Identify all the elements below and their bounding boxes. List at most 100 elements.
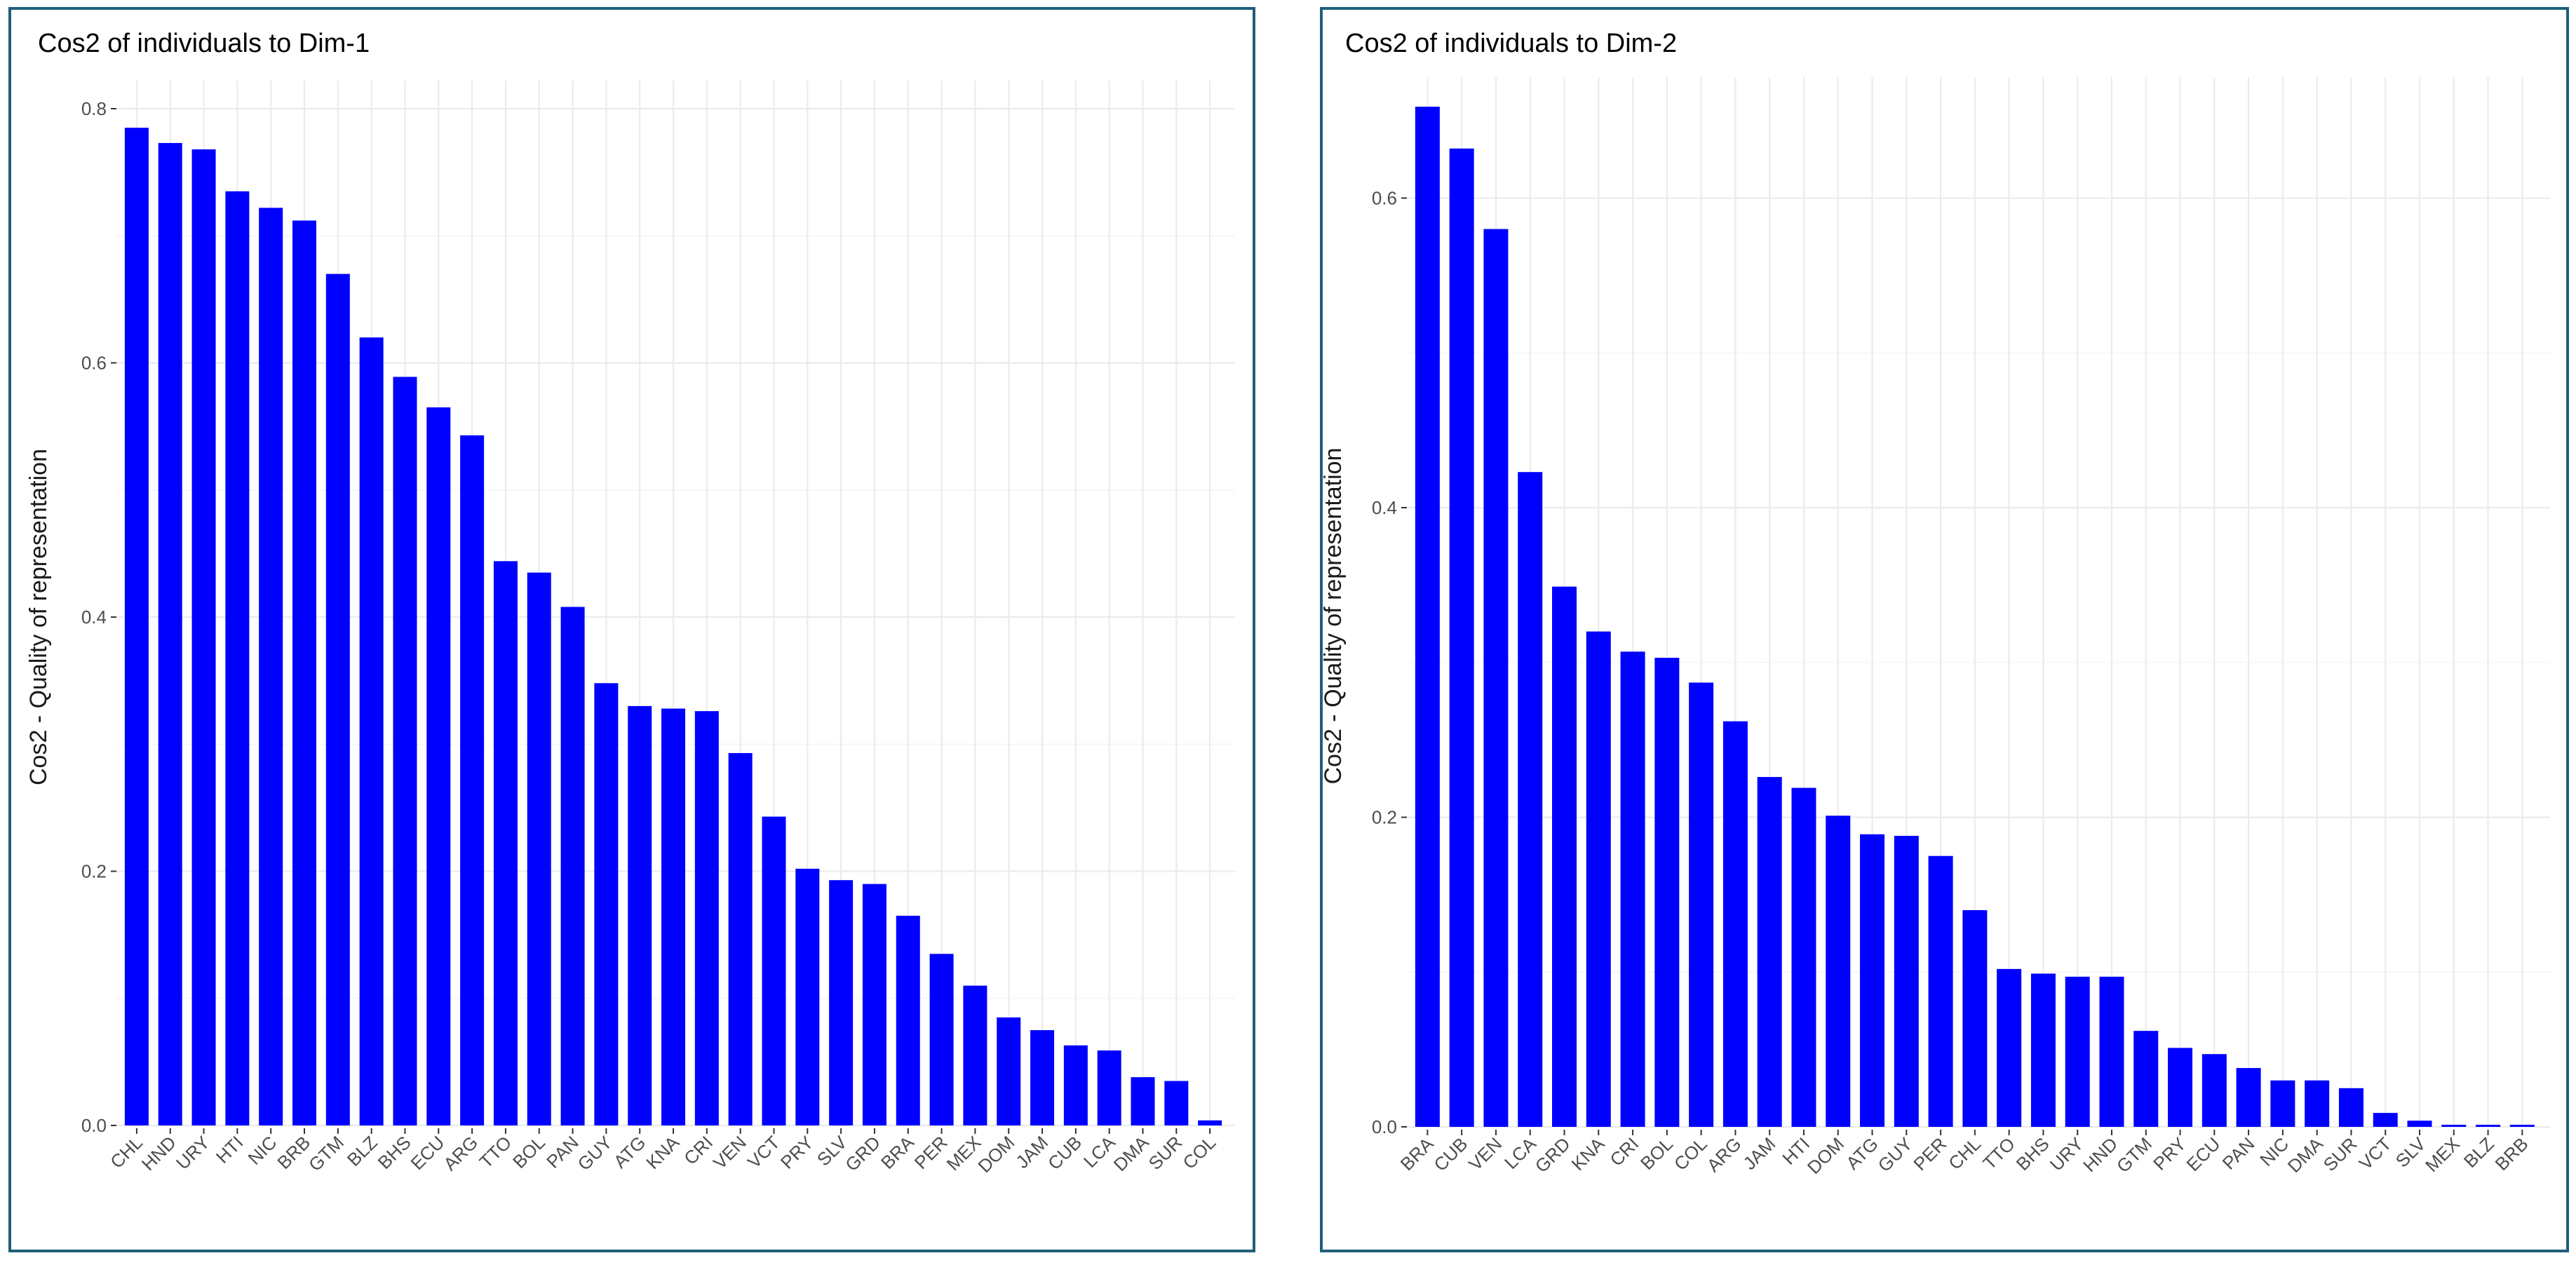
- x-category-label: JAM: [1739, 1133, 1779, 1174]
- bar-arg: [460, 435, 485, 1125]
- x-category-label: MEX: [943, 1132, 985, 1175]
- x-category-label: URY: [2046, 1133, 2088, 1175]
- x-category-label: ARG: [1703, 1133, 1746, 1176]
- x-category-label: DMA: [2284, 1133, 2328, 1177]
- bar-pry: [795, 868, 820, 1125]
- bar-atg: [628, 705, 652, 1125]
- bar-jam: [1757, 777, 1782, 1127]
- bar-bhs: [393, 377, 417, 1125]
- x-category-label: BLZ: [2460, 1133, 2498, 1172]
- x-category-label: PRY: [2149, 1133, 2190, 1175]
- x-category-label: BRB: [273, 1132, 314, 1173]
- bar-per: [929, 954, 954, 1125]
- y-axis-title: Cos2 - Quality of representation: [1323, 447, 1347, 784]
- x-category-label: GRD: [1531, 1133, 1574, 1177]
- bar-vct: [762, 816, 786, 1125]
- x-category-label: CRI: [680, 1132, 717, 1169]
- bar-gtm: [325, 273, 350, 1125]
- bar-slv: [2407, 1121, 2432, 1127]
- x-category-label: BOL: [1636, 1133, 1677, 1174]
- bar-cub: [1063, 1045, 1088, 1125]
- bar-grd: [862, 884, 886, 1125]
- bar-sur: [2338, 1088, 2363, 1127]
- x-category-label: BRB: [2491, 1133, 2533, 1175]
- x-category-label: PAN: [542, 1132, 583, 1172]
- x-category-label: GRD: [841, 1132, 884, 1175]
- bar-mex: [963, 985, 987, 1125]
- bar-jam: [1030, 1030, 1055, 1125]
- x-category-label: ATG: [609, 1132, 650, 1172]
- x-category-label: HND: [137, 1132, 180, 1175]
- x-category-label: DOM: [973, 1132, 1018, 1177]
- y-axis-title: Cos2 - Quality of representation: [25, 449, 52, 785]
- bar-pry: [2168, 1048, 2193, 1127]
- x-category-label: VCT: [743, 1132, 784, 1172]
- y-tick-label: 0.6: [81, 353, 107, 374]
- bar-ven: [728, 752, 753, 1125]
- bar-brb: [2509, 1125, 2535, 1127]
- x-category-label: CHL: [106, 1132, 147, 1172]
- x-category-label: BOL: [508, 1132, 549, 1172]
- y-tick-label: 0.2: [1372, 806, 1397, 827]
- x-category-label: BRA: [1396, 1133, 1438, 1175]
- bar-blz: [2476, 1125, 2501, 1127]
- bar-vct: [2373, 1113, 2398, 1127]
- bar-bhs: [2030, 973, 2056, 1127]
- x-category-label: HTI: [212, 1132, 248, 1168]
- bar-bra: [896, 915, 920, 1125]
- x-category-label: SUR: [2319, 1133, 2361, 1175]
- x-category-label: JAM: [1011, 1132, 1052, 1172]
- bar-grd: [1552, 586, 1577, 1127]
- x-category-label: PER: [910, 1132, 952, 1173]
- x-category-label: KNA: [1567, 1133, 1609, 1175]
- bar-brb: [292, 220, 317, 1125]
- bar-pan: [560, 607, 585, 1125]
- bar-arg: [1722, 721, 1748, 1127]
- bar-blz: [359, 337, 384, 1125]
- x-category-label: KNA: [642, 1132, 683, 1173]
- y-tick-label: 0.4: [81, 607, 107, 628]
- bar-guy: [1894, 835, 1919, 1127]
- bar-hnd: [2099, 976, 2124, 1127]
- x-category-label: BHS: [374, 1132, 415, 1173]
- bar-chl: [1962, 909, 1988, 1127]
- x-category-label: ECU: [406, 1132, 448, 1174]
- bar-bol: [1654, 658, 1680, 1127]
- x-category-label: BRA: [877, 1132, 918, 1173]
- bar-pan: [2236, 1068, 2261, 1127]
- x-category-label: GTM: [304, 1132, 348, 1175]
- bar-cub: [1449, 148, 1474, 1127]
- x-category-label: CRI: [1605, 1133, 1643, 1170]
- x-category-label: ECU: [2183, 1133, 2225, 1175]
- bar-ecu: [2201, 1054, 2227, 1127]
- bar-col: [1689, 682, 1714, 1127]
- x-category-label: CUB: [1429, 1133, 1471, 1175]
- x-category-label: COL: [1670, 1133, 1711, 1175]
- x-category-label: COL: [1178, 1132, 1220, 1173]
- bar-col: [1198, 1120, 1222, 1125]
- bar-sur: [1164, 1081, 1189, 1125]
- chart-title: Cos2 of individuals to Dim-1: [38, 29, 370, 58]
- bar-atg: [1860, 834, 1885, 1127]
- x-category-label: GTM: [2112, 1133, 2156, 1177]
- chart-title: Cos2 of individuals to Dim-2: [1345, 29, 1677, 58]
- bar-lca: [1518, 472, 1543, 1127]
- x-category-label: MEX: [2421, 1133, 2464, 1176]
- y-tick-label: 0.8: [81, 98, 107, 119]
- bar-kna: [661, 708, 686, 1125]
- x-category-label: CHL: [1944, 1133, 1985, 1174]
- y-tick-label: 0.0: [81, 1115, 107, 1136]
- x-category-label: HND: [2079, 1133, 2122, 1176]
- bar-dom: [1826, 816, 1851, 1127]
- chart-panel-dim2: Cos2 of individuals to Dim-2 0.0 0.2 0.4 0.6…: [1320, 7, 2569, 1252]
- bar-ury: [2065, 976, 2090, 1127]
- x-category-label: PRY: [776, 1132, 818, 1173]
- x-category-label: PAN: [2218, 1133, 2259, 1174]
- x-category-label: NIC: [244, 1132, 281, 1169]
- bar-slv: [829, 880, 854, 1125]
- bar-guy: [594, 683, 619, 1125]
- bar-ven: [1483, 229, 1509, 1127]
- x-category-label: PER: [1909, 1133, 1950, 1175]
- bar-dma: [1131, 1077, 1155, 1125]
- bar-kna: [1586, 631, 1611, 1127]
